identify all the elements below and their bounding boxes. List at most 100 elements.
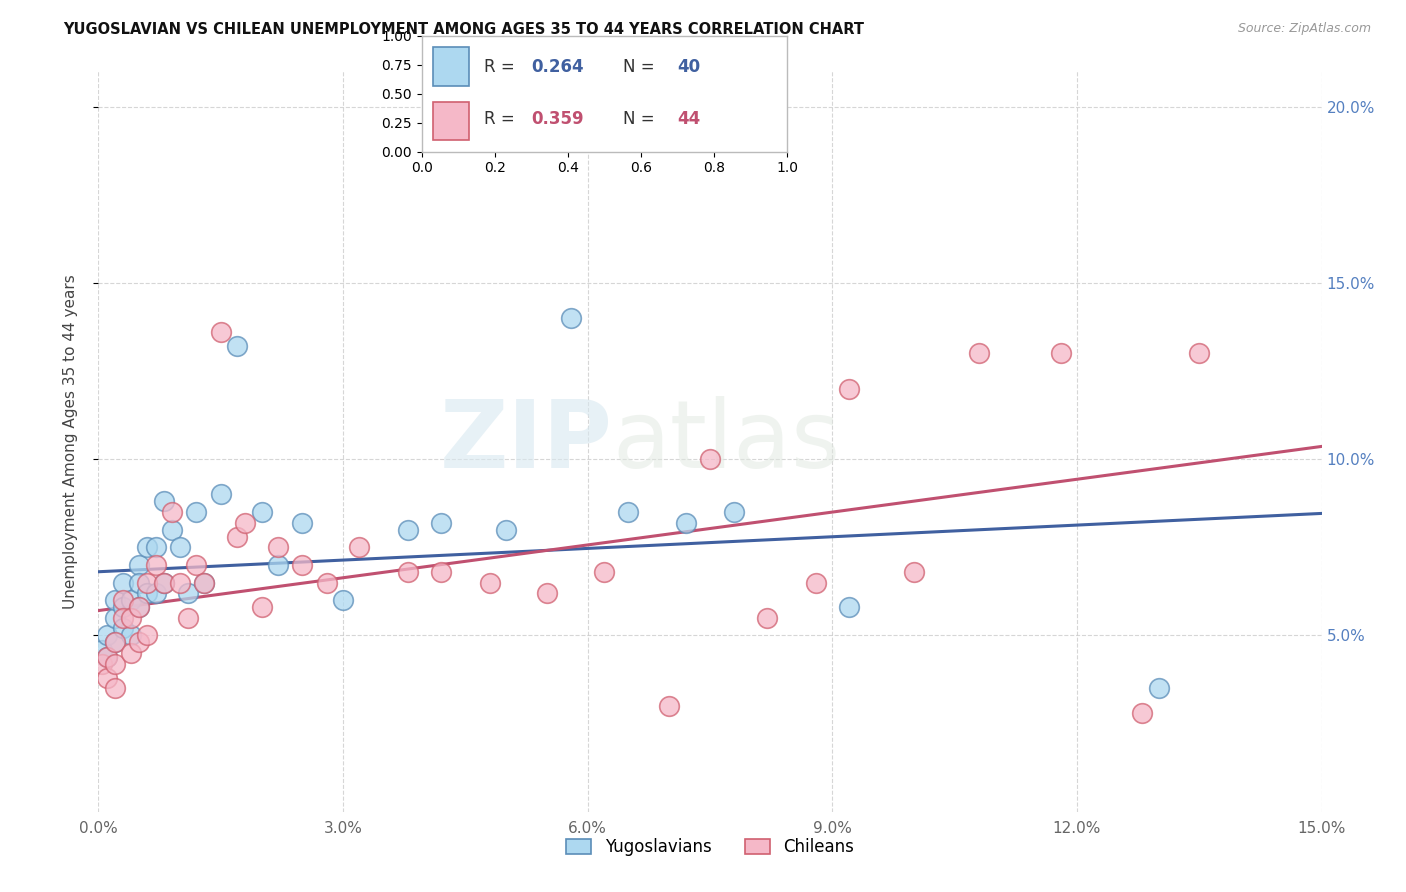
Point [104, 611, 127, 625]
Point [111, 621, 134, 635]
Point [560, 311, 582, 326]
Point [91, 642, 114, 657]
Point [209, 325, 232, 339]
Point [104, 635, 127, 649]
Point [136, 575, 159, 590]
Point [136, 586, 159, 600]
Point [120, 611, 142, 625]
Point [315, 575, 337, 590]
Point [804, 575, 827, 590]
Text: 44: 44 [678, 111, 702, 128]
Point [136, 628, 159, 642]
Text: 0.359: 0.359 [531, 111, 583, 128]
Point [267, 541, 290, 555]
Text: R =: R = [484, 111, 520, 128]
Point [478, 575, 501, 590]
Point [104, 593, 127, 607]
Text: R =: R = [484, 58, 520, 76]
Point [332, 593, 354, 607]
Point [291, 558, 314, 572]
Text: N =: N = [623, 58, 659, 76]
Point [145, 541, 167, 555]
Point [723, 505, 745, 519]
Point [193, 575, 215, 590]
Point [250, 600, 273, 615]
Point [145, 558, 167, 572]
Y-axis label: Unemployment Among Ages 35 to 44 years: Unemployment Among Ages 35 to 44 years [63, 274, 77, 609]
Point [186, 558, 208, 572]
Point [96, 649, 118, 664]
Point [91, 657, 114, 671]
Point [903, 565, 925, 579]
Point [128, 558, 150, 572]
Point [160, 523, 183, 537]
Text: N =: N = [623, 111, 659, 128]
Point [267, 558, 290, 572]
Point [104, 681, 127, 696]
Point [967, 346, 990, 360]
Point [177, 586, 200, 600]
Point [128, 635, 150, 649]
Point [128, 600, 150, 615]
Point [1188, 346, 1211, 360]
Point [349, 541, 371, 555]
Point [193, 575, 215, 590]
Point [430, 565, 453, 579]
Point [160, 505, 183, 519]
Point [152, 494, 174, 508]
Point [617, 505, 640, 519]
Point [396, 523, 419, 537]
Point [152, 575, 174, 590]
Point [177, 611, 200, 625]
Point [430, 516, 453, 530]
Point [593, 565, 616, 579]
Point [120, 628, 142, 642]
Point [1049, 346, 1071, 360]
Point [675, 516, 697, 530]
Text: YUGOSLAVIAN VS CHILEAN UNEMPLOYMENT AMONG AGES 35 TO 44 YEARS CORRELATION CHART: YUGOSLAVIAN VS CHILEAN UNEMPLOYMENT AMON… [63, 22, 865, 37]
Point [658, 698, 681, 713]
Point [96, 628, 118, 642]
Point [111, 575, 134, 590]
Point [111, 611, 134, 625]
Point [495, 523, 517, 537]
Point [396, 565, 419, 579]
Point [1147, 681, 1170, 696]
Bar [433, 47, 470, 86]
Point [186, 505, 208, 519]
Point [96, 649, 118, 664]
Point [699, 452, 721, 467]
Point [111, 600, 134, 615]
Point [233, 516, 256, 530]
Legend: Yugoslavians, Chileans: Yugoslavians, Chileans [560, 831, 860, 863]
Point [250, 505, 273, 519]
Point [120, 593, 142, 607]
Bar [433, 102, 470, 140]
Point [152, 575, 174, 590]
Point [226, 530, 249, 544]
Point [104, 635, 127, 649]
Point [756, 611, 779, 625]
Point [838, 600, 860, 615]
Point [1130, 706, 1153, 720]
Point [536, 586, 558, 600]
Point [169, 541, 191, 555]
Text: atlas: atlas [612, 395, 841, 488]
Text: 40: 40 [678, 58, 700, 76]
Text: 0.264: 0.264 [531, 58, 583, 76]
Point [96, 671, 118, 685]
Point [128, 600, 150, 615]
Point [145, 586, 167, 600]
Point [209, 487, 232, 501]
Point [128, 575, 150, 590]
Text: Source: ZipAtlas.com: Source: ZipAtlas.com [1237, 22, 1371, 36]
Text: ZIP: ZIP [439, 395, 612, 488]
Point [111, 593, 134, 607]
Point [169, 575, 191, 590]
Point [120, 646, 142, 660]
Point [136, 541, 159, 555]
Point [226, 339, 249, 353]
Point [291, 516, 314, 530]
Point [104, 657, 127, 671]
Point [838, 382, 860, 396]
